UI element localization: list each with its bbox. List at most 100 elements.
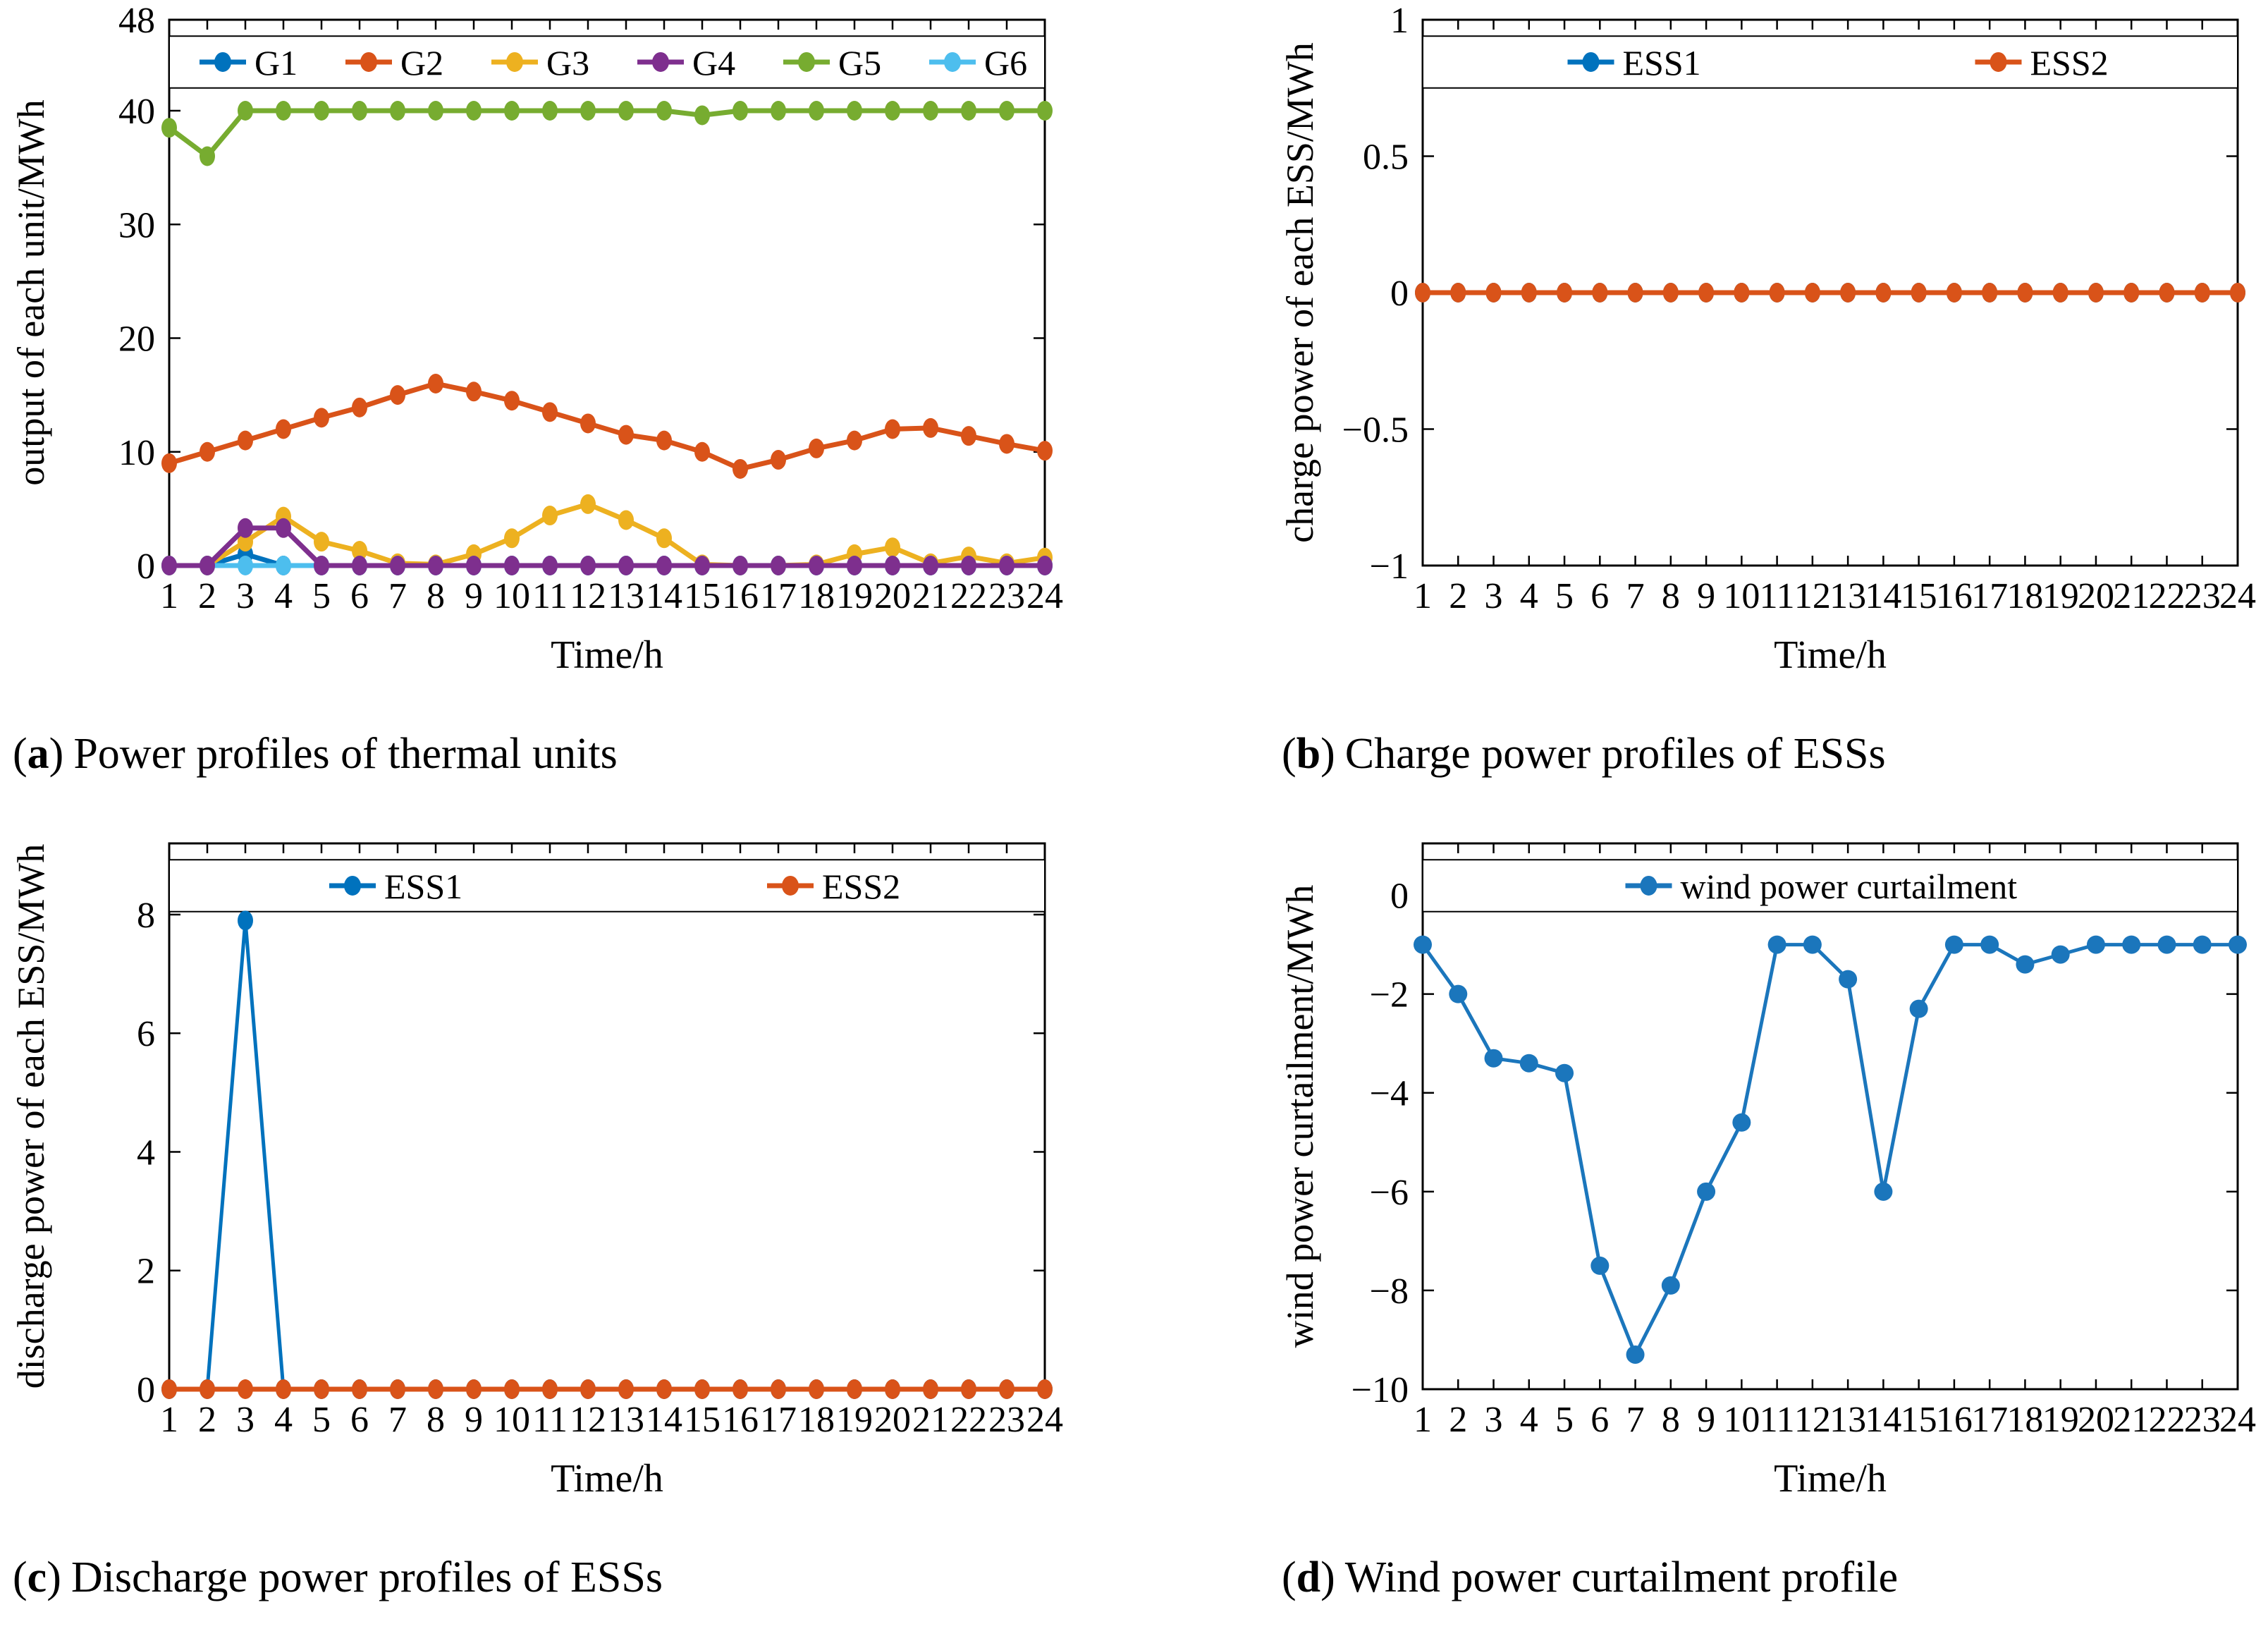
series-marker: [276, 518, 291, 538]
x-tick-label: 2: [198, 1400, 216, 1440]
series-marker: [276, 1379, 291, 1399]
caption-b-open-paren: (: [1282, 730, 1297, 778]
series-marker: [1449, 984, 1468, 1003]
x-axis-label: Time/h: [551, 1457, 663, 1501]
series-marker: [999, 556, 1015, 575]
caption-b-letter: b: [1296, 730, 1321, 778]
series-marker: [238, 1379, 253, 1399]
series-marker: [694, 441, 710, 462]
x-tick-label: 6: [350, 576, 369, 616]
series-marker: [352, 541, 367, 561]
x-tick-label: 15: [1901, 1400, 1937, 1440]
series-marker: [2123, 283, 2140, 303]
x-tick-label: 2: [1449, 1400, 1467, 1440]
x-tick-label: 15: [684, 576, 721, 616]
y-tick-label: 2: [137, 1252, 155, 1292]
x-tick-label: 21: [912, 576, 949, 616]
series-marker: [1450, 283, 1466, 303]
series-marker: [885, 1379, 900, 1399]
series-marker: [1909, 999, 1928, 1018]
x-tick-label: 1: [1414, 576, 1432, 616]
series-marker: [238, 556, 253, 575]
series-ESS2: [161, 1379, 1053, 1399]
legend-label: G2: [400, 43, 443, 83]
axes: [1421, 842, 2239, 1391]
legend-marker-G3: [506, 51, 523, 72]
series-line-G3: [169, 501, 1046, 568]
legend-label: ESS2: [2030, 43, 2109, 83]
series-marker: [580, 413, 596, 434]
x-tick-label: 17: [1971, 576, 2008, 616]
series-marker: [694, 556, 710, 575]
legend-label: G3: [546, 43, 589, 83]
y-tick-label: 0: [1390, 274, 1409, 314]
x-tick-label: 16: [722, 1400, 759, 1440]
legend-marker-G6: [944, 51, 961, 72]
series-G4: [161, 518, 1053, 575]
y-tick-label: 6: [137, 1014, 155, 1054]
caption-c-letter: c: [27, 1554, 47, 1601]
series-marker: [1803, 935, 1822, 954]
y-tick-label: 8: [137, 896, 155, 936]
legend-entry-ESS1: ESS1: [329, 867, 462, 906]
caption-a-close-paren: ): [49, 730, 64, 778]
legend-label: G6: [984, 43, 1027, 83]
plot-area: [161, 101, 1053, 575]
legend-entry-G6: G6: [929, 43, 1027, 83]
caption-d-text: Wind power curtailment profile: [1344, 1554, 1899, 1601]
series-marker: [390, 385, 405, 405]
x-tick-label: 6: [1590, 1400, 1609, 1440]
series-marker: [809, 556, 824, 575]
series-marker: [161, 453, 177, 473]
caption-d-open-paren: (: [1282, 1554, 1297, 1601]
x-tick-label: 15: [1901, 576, 1937, 616]
series-marker: [1734, 283, 1750, 303]
x-tick-label: 19: [836, 576, 873, 616]
series-marker: [1875, 283, 1892, 303]
series-marker: [847, 430, 862, 451]
series-marker: [314, 101, 329, 121]
series-line-G5: [167, 108, 1045, 159]
series-marker: [694, 1379, 710, 1399]
x-tick-label: 4: [1520, 1400, 1538, 1440]
axes: [168, 18, 1046, 567]
series-marker: [1840, 283, 1856, 303]
series-marker: [1804, 283, 1820, 303]
legend-label: ESS2: [822, 867, 900, 906]
x-tick-label: 24: [2219, 1400, 2256, 1440]
series-marker: [1485, 283, 1502, 303]
caption-c-close-paren: ): [47, 1554, 61, 1601]
series-marker: [238, 910, 253, 931]
series-line-G2: [168, 381, 1046, 472]
series-marker: [466, 382, 482, 402]
chart-thermal-units-canvas: 1 2 3 4 5 6 7 8 9 10 11 12 13 14 15 16 17 18 19 20 21 22 23 240…: [10, 1, 1063, 677]
series-marker: [352, 397, 367, 417]
series-line-G4: [169, 525, 1045, 568]
caption-a-letter: a: [27, 730, 49, 778]
y-tick-label: 40: [118, 92, 155, 132]
caption-c-text: Discharge power profiles of ESSs: [71, 1554, 663, 1601]
series-marker: [580, 1379, 596, 1399]
series-marker: [961, 1379, 976, 1399]
series-marker: [161, 118, 177, 138]
legend-marker-wind-power-curtailment: [1640, 875, 1657, 896]
series-marker: [238, 518, 253, 538]
x-tick-label: 6: [350, 1400, 369, 1440]
x-tick-label: 9: [465, 576, 483, 616]
series-marker: [656, 1379, 672, 1399]
x-tick-label: 24: [1026, 576, 1063, 616]
x-tick-label: 22: [2148, 576, 2185, 616]
series-marker: [428, 1379, 443, 1399]
series-marker: [771, 101, 786, 121]
x-tick-label: 11: [532, 1400, 568, 1440]
x-tick-label: 14: [646, 576, 682, 616]
series-marker: [732, 556, 748, 575]
legend-entry-ESS2: ESS2: [1975, 43, 2109, 83]
x-tick-label: 3: [236, 1400, 255, 1440]
caption-b-text: Charge power profiles of ESSs: [1344, 730, 1886, 778]
x-tick-label: 20: [874, 1400, 911, 1440]
series-marker: [618, 510, 634, 530]
y-tick-labels: 0 2 4 6 8: [137, 896, 155, 1410]
x-tick-label: 2: [1449, 576, 1467, 616]
